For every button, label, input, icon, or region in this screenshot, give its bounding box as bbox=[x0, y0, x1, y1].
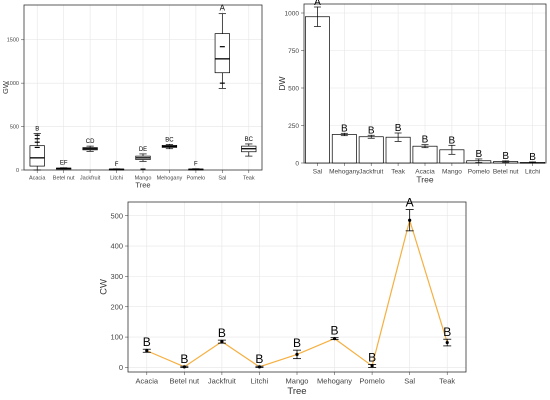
dw-group-letter: B bbox=[449, 135, 456, 146]
cw-tick-label-x: Sal bbox=[404, 377, 415, 386]
dw-group-letter: B bbox=[529, 152, 536, 163]
cw-data-point bbox=[257, 365, 262, 369]
dw-tick-label-y: 1000 bbox=[285, 10, 300, 17]
dw-group-letter: B bbox=[395, 123, 402, 134]
dw-group-letter: B bbox=[475, 149, 482, 160]
gw-group-letter: BC bbox=[165, 137, 174, 143]
gw-boxplot-panel: 0 500 1000 1500 Acacia Betel nut Jackfruit Litc… bbox=[0, 0, 268, 190]
cw-group-letter: B bbox=[180, 352, 188, 366]
cw-data-point bbox=[370, 364, 374, 368]
cw-tick-label-x: Litchi bbox=[251, 377, 269, 386]
gw-tick-label-y: 1000 bbox=[7, 81, 19, 87]
dw-tick-label-x: Jackfruit bbox=[359, 169, 383, 176]
cw-group-letter: B bbox=[218, 326, 226, 340]
gw-y-axis-title: GW bbox=[1, 80, 10, 94]
cw-x-axis-title: Tree bbox=[287, 386, 306, 397]
dw-tick-label-y: 750 bbox=[288, 48, 299, 55]
dw-bar bbox=[331, 134, 357, 164]
gw-group-letter: F bbox=[115, 162, 119, 168]
gw-group-letter: F bbox=[194, 162, 198, 168]
gw-tick-label-x: Litchi bbox=[110, 176, 123, 182]
gw-tick-label-x: Acacia bbox=[29, 176, 46, 182]
dw-y-axis-title: DW bbox=[277, 76, 287, 90]
cw-tick-label-x: Betel nut bbox=[170, 377, 201, 386]
dw-barchart-panel: 0 250 500 750 1000 Sal Mehogany Jackfruit Teak Ac… bbox=[272, 0, 550, 190]
cw-tick-label-x: Teak bbox=[439, 377, 455, 386]
gw-plot-border bbox=[23, 4, 263, 171]
cw-data-point bbox=[182, 365, 186, 369]
cw-group-letter: B bbox=[143, 335, 151, 349]
dw-tick-label-x: Mehogany bbox=[329, 169, 360, 176]
cw-y-axis-title: CW bbox=[98, 279, 109, 295]
dw-tick-label-y: 250 bbox=[288, 123, 299, 130]
gw-tick-label-x: Mango bbox=[135, 176, 152, 182]
gw-tick-label-y: 1500 bbox=[7, 38, 19, 44]
dw-tick-label-x: Mango bbox=[442, 169, 462, 176]
cw-line-chart: 0 100 200 300 400 500 Acacia Betel nut Jackfruit… bbox=[98, 196, 467, 397]
cw-tick-label-y: 200 bbox=[110, 302, 123, 311]
gw-boxplot-chart: 0 500 1000 1500 Acacia Betel nut Jackfruit Litc… bbox=[1, 4, 263, 190]
cw-tick-label-x: Mehogany bbox=[317, 377, 352, 386]
gw-tick-label-x: Mehogany bbox=[157, 176, 183, 182]
gw-tick-label-y: 500 bbox=[10, 125, 19, 131]
gw-x-axis-title: Tree bbox=[135, 181, 150, 190]
dw-tick-label-x: Pomelo bbox=[468, 169, 490, 176]
cw-plot-border bbox=[127, 201, 467, 373]
cw-data-point bbox=[145, 349, 149, 353]
cw-group-letter: B bbox=[368, 350, 376, 364]
dw-bar bbox=[304, 16, 330, 164]
dw-tick-label-x: Sal bbox=[313, 169, 323, 176]
cw-tick-label-y: 500 bbox=[110, 211, 123, 220]
dw-tick-label-x: Acacia bbox=[415, 169, 435, 176]
gw-group-letter: A bbox=[220, 4, 226, 13]
cw-group-letter: B bbox=[255, 352, 263, 366]
cw-tick-label-y: 0 bbox=[119, 363, 123, 372]
cw-tick-label-x: Acacia bbox=[136, 377, 159, 386]
dw-group-letter: B bbox=[368, 125, 375, 136]
dw-tick-label-y: 500 bbox=[288, 85, 299, 92]
cw-tick-label-x: Pomelo bbox=[359, 377, 384, 386]
gw-tick-label-y: 0 bbox=[16, 168, 19, 174]
gw-tick-label-x: Jackfruit bbox=[80, 176, 101, 182]
dw-tick-label-x: Teak bbox=[391, 169, 405, 176]
dw-tick-label-y: 0 bbox=[295, 160, 299, 167]
cw-tick-label-y: 400 bbox=[110, 242, 123, 251]
cw-tick-label-x: Mango bbox=[286, 377, 309, 386]
gw-group-letter: EF bbox=[60, 161, 68, 167]
gw-box bbox=[29, 145, 45, 167]
gw-tick-label-x: Pomelo bbox=[187, 176, 206, 182]
gw-group-letter: B bbox=[35, 127, 39, 133]
gw-group-letter: CD bbox=[86, 139, 95, 145]
dw-tick-label-x: Betel nut bbox=[493, 169, 519, 176]
dw-group-letter: B bbox=[341, 123, 348, 134]
cw-group-letter: A bbox=[406, 196, 414, 210]
gw-tick-label-x: Betel nut bbox=[53, 176, 75, 182]
dw-bar-chart: 0 250 500 750 1000 Sal Mehogany Jackfruit Teak Ac… bbox=[277, 0, 547, 185]
dw-bar bbox=[412, 145, 438, 164]
gw-box bbox=[214, 33, 230, 74]
cw-tick-label-y: 100 bbox=[110, 333, 123, 342]
cw-group-letter: B bbox=[331, 324, 339, 338]
gw-tick-label-x: Teak bbox=[243, 176, 255, 182]
cw-group-letter: B bbox=[443, 325, 451, 339]
cw-tick-label-x: Jackfruit bbox=[208, 377, 237, 386]
cw-data-point bbox=[445, 340, 449, 345]
cw-data-point bbox=[332, 337, 337, 341]
dw-tick-label-x: Litchi bbox=[525, 169, 540, 176]
dw-group-letter: A bbox=[314, 0, 321, 8]
gw-group-letter: BC bbox=[245, 137, 254, 143]
cw-tick-label-y: 300 bbox=[110, 272, 123, 281]
cw-group-letter: B bbox=[293, 336, 301, 350]
dw-x-axis-title: Tree bbox=[416, 175, 433, 185]
cw-data-point bbox=[408, 218, 412, 222]
gw-tick-label-x: Sal bbox=[218, 176, 226, 182]
dw-group-letter: B bbox=[502, 151, 509, 162]
gw-group-letter: DE bbox=[139, 147, 147, 153]
dw-bar bbox=[358, 136, 384, 164]
cw-data-point bbox=[220, 340, 224, 344]
cw-data-point bbox=[295, 352, 299, 356]
dw-group-letter: B bbox=[422, 135, 429, 146]
cw-linechart-panel: 0 100 200 300 400 500 Acacia Betel nut Jackfruit… bbox=[78, 192, 473, 400]
